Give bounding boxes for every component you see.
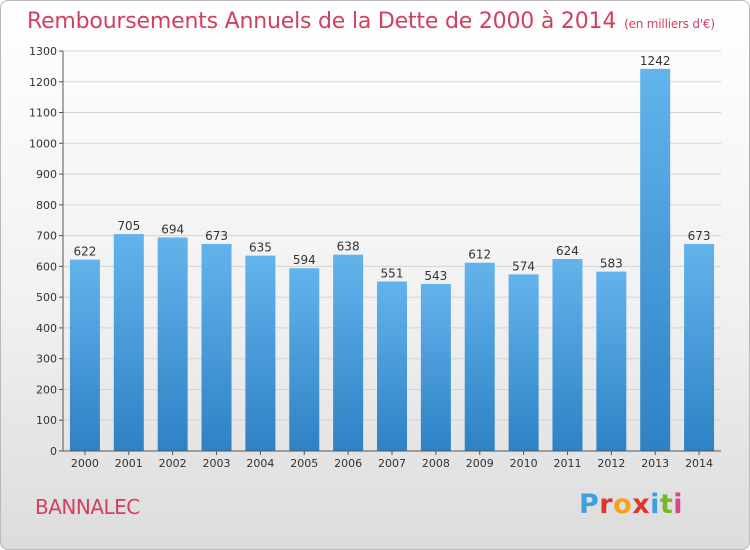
x-tick-label: 2014: [685, 457, 713, 470]
x-tick-label: 2012: [597, 457, 625, 470]
bar: [69, 259, 100, 451]
bar: [157, 237, 188, 451]
logo-letter: i: [673, 489, 684, 520]
x-tick-label: 2002: [159, 457, 187, 470]
y-tick-label: 600: [36, 260, 57, 273]
bar: [113, 234, 144, 451]
x-tick-label: 2013: [641, 457, 669, 470]
y-tick-label: 100: [36, 414, 57, 427]
chart-title: Remboursements Annuels de la Dette de 20…: [27, 9, 715, 34]
y-tick-label: 0: [50, 445, 57, 458]
logo-letter: t: [659, 489, 674, 520]
data-label: 622: [73, 245, 96, 259]
bar: [245, 255, 276, 451]
y-tick-label: 1000: [29, 137, 57, 150]
x-tick-label: 2004: [246, 457, 274, 470]
bar: [464, 262, 495, 451]
chart-unit: (en milliers d'€): [624, 17, 715, 31]
x-tick-label: 2009: [466, 457, 494, 470]
data-label: 673: [205, 229, 228, 243]
y-tick-label: 700: [36, 230, 57, 243]
data-label: 624: [556, 244, 579, 258]
y-tick-label: 900: [36, 168, 57, 181]
y-tick-label: 1100: [29, 107, 57, 120]
data-label: 583: [600, 257, 623, 271]
y-tick-label: 400: [36, 322, 57, 335]
y-tick-label: 300: [36, 353, 57, 366]
x-tick-label: 2007: [378, 457, 406, 470]
bar: [640, 68, 671, 451]
data-label: 1242: [640, 54, 671, 68]
x-tick-label: 2001: [115, 457, 143, 470]
bar: [420, 283, 451, 451]
bar: [684, 243, 715, 451]
y-tick-label: 1300: [29, 45, 57, 58]
data-label: 574: [512, 259, 535, 273]
data-label: 594: [293, 253, 316, 267]
logo-letter: x: [632, 489, 651, 520]
data-label: 612: [468, 248, 491, 262]
data-label: 705: [117, 219, 140, 233]
y-tick-label: 500: [36, 291, 57, 304]
bar: [508, 274, 539, 451]
labels: 0 100 200 300 400 500 600 700 800 900 1000 1100 1200…: [29, 45, 713, 470]
x-tick-label: 2005: [290, 457, 318, 470]
y-tick-label: 800: [36, 199, 57, 212]
logo-letter: r: [599, 489, 614, 520]
data-label: 551: [381, 266, 404, 280]
data-label: 543: [424, 269, 447, 283]
x-tick-label: 2006: [334, 457, 362, 470]
data-label: 638: [337, 240, 360, 254]
y-tick-label: 1200: [29, 76, 57, 89]
x-tick-label: 2010: [510, 457, 538, 470]
x-tick-label: 2000: [71, 457, 99, 470]
bars: [69, 68, 715, 451]
x-tick-label: 2011: [553, 457, 581, 470]
bar: [377, 281, 407, 451]
bar: [596, 271, 627, 451]
y-tick-label: 200: [36, 383, 57, 396]
bar: [201, 243, 232, 451]
x-tick-label: 2003: [203, 457, 231, 470]
bar: [289, 268, 320, 451]
data-label: 635: [249, 241, 272, 255]
data-label: 694: [161, 222, 184, 236]
bar: [552, 259, 583, 451]
x-tick-label: 2008: [422, 457, 450, 470]
bar: [333, 254, 364, 451]
proxiti-logo: Proxiti: [579, 489, 683, 520]
logo-letter: o: [613, 489, 633, 520]
data-label: 673: [688, 229, 711, 243]
logo-letter: i: [650, 489, 660, 520]
logo-letter: P: [579, 489, 600, 520]
commune-name: BANNALEC: [35, 495, 140, 519]
axes: [59, 50, 721, 455]
chart-title-text: Remboursements Annuels de la Dette de 20…: [27, 9, 617, 34]
